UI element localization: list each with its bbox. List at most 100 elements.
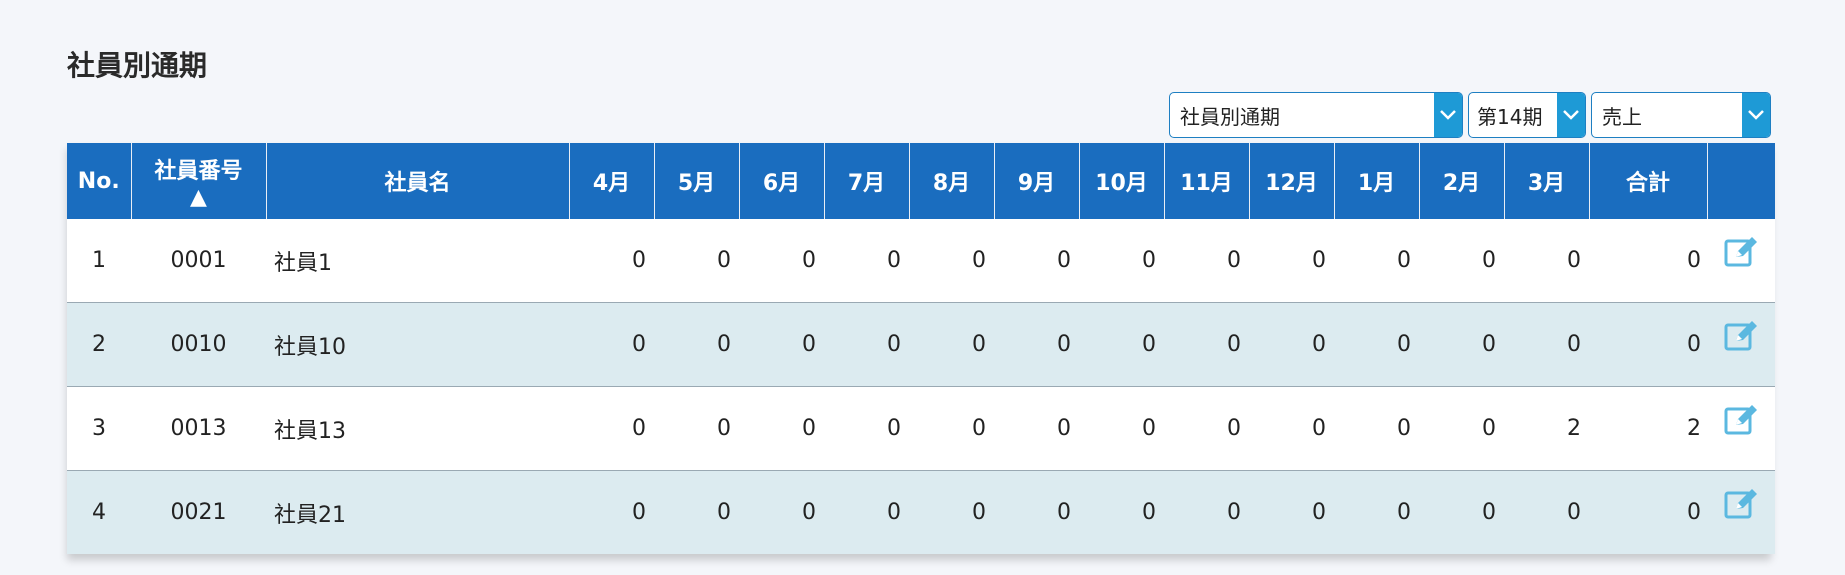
month-value: 0 [909, 302, 994, 387]
row-total: 2 [1589, 386, 1707, 471]
table-header-row: No. 社員番号 ▲ 社員名 4月 5月 6月 7月 8月 9月 10月 11月… [67, 143, 1775, 219]
month-value: 0 [1334, 386, 1419, 471]
header-employee-code[interactable]: 社員番号 ▲ [131, 143, 267, 219]
edit-cell [1707, 219, 1775, 303]
employee-code: 0013 [131, 386, 266, 471]
month-value: 0 [994, 302, 1079, 387]
row-total: 0 [1589, 219, 1707, 303]
period-select[interactable]: 第14期 [1468, 92, 1586, 138]
header-total: 合計 [1589, 143, 1708, 219]
header-month: 9月 [994, 143, 1080, 219]
chevron-down-icon[interactable] [1434, 93, 1462, 137]
edit-cell [1707, 470, 1775, 554]
header-edit [1707, 143, 1775, 219]
page-title: 社員別通期 [67, 49, 208, 82]
header-month: 11月 [1164, 143, 1250, 219]
table-row: 3 0013 社員13 0 0 0 0 0 0 0 0 0 0 0 2 2 [67, 386, 1775, 471]
month-value: 0 [824, 386, 909, 471]
month-value: 0 [654, 302, 739, 387]
month-value: 0 [1334, 302, 1419, 387]
sort-ascending-icon[interactable]: ▲ [190, 185, 207, 210]
header-no: No. [67, 143, 132, 219]
header-month: 12月 [1249, 143, 1335, 219]
employee-code: 0010 [131, 302, 266, 387]
table-row: 4 0021 社員21 0 0 0 0 0 0 0 0 0 0 0 0 0 [67, 470, 1775, 554]
edit-cell [1707, 386, 1775, 471]
row-total: 0 [1589, 470, 1707, 554]
header-month: 8月 [909, 143, 995, 219]
month-value: 0 [994, 219, 1079, 303]
month-value: 0 [994, 470, 1079, 554]
month-value: 0 [654, 386, 739, 471]
month-value: 0 [1249, 302, 1334, 387]
row-no: 4 [67, 470, 131, 554]
month-value: 0 [1504, 219, 1589, 303]
month-value: 0 [824, 470, 909, 554]
header-month: 1月 [1334, 143, 1420, 219]
month-value: 0 [824, 219, 909, 303]
header-month: 5月 [654, 143, 740, 219]
month-value: 0 [739, 302, 824, 387]
edit-icon[interactable] [1724, 403, 1758, 437]
month-value: 0 [1504, 302, 1589, 387]
header-month: 7月 [824, 143, 910, 219]
month-value: 0 [1164, 302, 1249, 387]
month-value: 0 [1249, 386, 1334, 471]
edit-icon[interactable] [1724, 487, 1758, 521]
month-value: 0 [1249, 219, 1334, 303]
edit-cell [1707, 302, 1775, 387]
month-value: 0 [1079, 219, 1164, 303]
month-value: 0 [1419, 302, 1504, 387]
report-type-select[interactable]: 社員別通期 [1169, 92, 1463, 138]
header-month: 6月 [739, 143, 825, 219]
header-employee-code-label: 社員番号 [154, 159, 243, 184]
month-value: 0 [569, 302, 654, 387]
month-value: 0 [909, 219, 994, 303]
sales-table-container: No. 社員番号 ▲ 社員名 4月 5月 6月 7月 8月 9月 10月 11月… [67, 143, 1775, 554]
month-value: 0 [994, 386, 1079, 471]
month-value: 0 [654, 470, 739, 554]
month-value: 0 [739, 219, 824, 303]
edit-icon[interactable] [1724, 235, 1758, 269]
month-value: 0 [1334, 470, 1419, 554]
row-no: 2 [67, 302, 131, 387]
month-value: 0 [569, 386, 654, 471]
employee-name: 社員13 [266, 386, 569, 471]
filter-bar: 社員別通期 第14期 売上 [1169, 92, 1771, 138]
chevron-down-icon[interactable] [1742, 93, 1770, 137]
table-row: 2 0010 社員10 0 0 0 0 0 0 0 0 0 0 0 0 0 [67, 302, 1775, 387]
employee-code: 0001 [131, 219, 266, 303]
month-value: 0 [1334, 219, 1419, 303]
month-value: 0 [739, 386, 824, 471]
header-employee-name: 社員名 [266, 143, 570, 219]
month-value: 0 [1079, 386, 1164, 471]
month-value: 0 [1079, 302, 1164, 387]
row-no: 1 [67, 219, 131, 303]
month-value: 0 [824, 302, 909, 387]
month-value: 0 [569, 470, 654, 554]
chevron-down-icon[interactable] [1557, 93, 1585, 137]
edit-icon[interactable] [1724, 319, 1758, 353]
row-total: 0 [1589, 302, 1707, 387]
employee-name: 社員1 [266, 219, 569, 303]
header-month: 4月 [569, 143, 655, 219]
month-value: 0 [1419, 386, 1504, 471]
month-value: 0 [1164, 470, 1249, 554]
month-value: 0 [1079, 470, 1164, 554]
table-body: 1 0001 社員1 0 0 0 0 0 0 0 0 0 0 0 0 0 2 0010 社員10 0 0 0 0 0 0 0 0 0 0… [67, 219, 1775, 554]
month-value: 0 [909, 470, 994, 554]
header-month: 10月 [1079, 143, 1165, 219]
month-value: 0 [1504, 470, 1589, 554]
sales-table: No. 社員番号 ▲ 社員名 4月 5月 6月 7月 8月 9月 10月 11月… [67, 143, 1775, 554]
metric-value: 売上 [1602, 104, 1642, 129]
table-row: 1 0001 社員1 0 0 0 0 0 0 0 0 0 0 0 0 0 [67, 219, 1775, 303]
header-month: 3月 [1504, 143, 1590, 219]
month-value: 2 [1504, 386, 1589, 471]
metric-select[interactable]: 売上 [1591, 92, 1771, 138]
employee-code: 0021 [131, 470, 266, 554]
month-value: 0 [1249, 470, 1334, 554]
month-value: 0 [1419, 219, 1504, 303]
month-value: 0 [569, 219, 654, 303]
period-value: 第14期 [1477, 104, 1543, 129]
employee-name: 社員10 [266, 302, 569, 387]
